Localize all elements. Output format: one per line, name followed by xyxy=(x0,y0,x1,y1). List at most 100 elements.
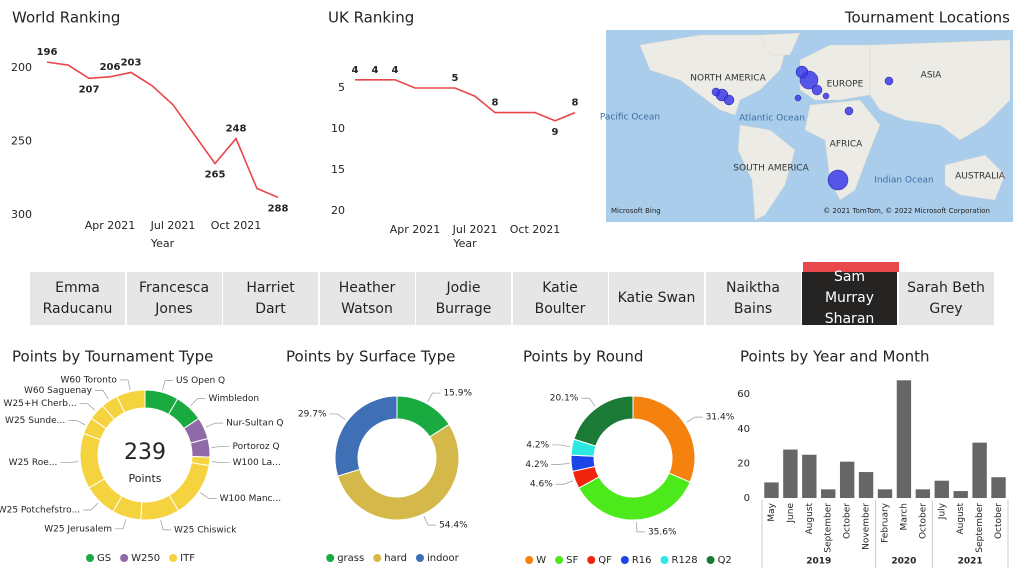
slicer-button[interactable]: Heather Watson xyxy=(319,272,416,325)
legend-marker xyxy=(326,554,335,562)
chart-title: Points by Tournament Type xyxy=(12,348,213,366)
slicer-button[interactable]: Harriet Dart xyxy=(223,272,319,325)
land xyxy=(737,124,796,221)
slice-label: US Open Q xyxy=(176,376,225,386)
x-tick-label: June xyxy=(786,503,796,524)
x-tick-label: October xyxy=(994,503,1004,539)
legend-label: Q2 xyxy=(718,555,732,566)
leader-line xyxy=(423,515,437,526)
y-tick-label: 5 xyxy=(338,81,345,94)
location-bubble[interactable] xyxy=(884,76,894,86)
x-tick-label: November xyxy=(862,503,872,550)
location-bubble[interactable] xyxy=(827,169,849,191)
leader-line xyxy=(205,422,224,428)
location-bubble[interactable] xyxy=(822,92,830,100)
leader-line xyxy=(162,380,174,391)
slicer-button[interactable]: Katie Boulter xyxy=(512,272,609,325)
slice-label: W25 Chiswick xyxy=(174,525,237,535)
leader-line xyxy=(555,480,574,485)
x-tick-label: September xyxy=(824,503,834,553)
slice-label: W100 Manc... xyxy=(220,494,281,504)
slicer-button[interactable]: Francesca Jones xyxy=(126,272,223,325)
slicer-button[interactable]: Sarah Beth Grey xyxy=(898,272,995,325)
bar xyxy=(972,442,987,498)
x-tick-label: Jul 2021 xyxy=(452,223,498,236)
total-label: Points xyxy=(128,472,161,485)
location-bubble[interactable] xyxy=(844,106,854,116)
chart-title: UK Ranking xyxy=(328,9,414,27)
data-label: 5 xyxy=(452,73,459,84)
leader-line xyxy=(119,379,131,390)
slice-label: W60 Toronto xyxy=(60,375,117,385)
leader-line xyxy=(329,413,346,421)
donut-slice xyxy=(337,423,460,521)
legend-label: R128 xyxy=(672,555,698,566)
map-label: EUROPE xyxy=(827,80,864,90)
leader-line xyxy=(551,463,570,465)
location-bubble[interactable] xyxy=(795,65,809,79)
data-label: 196 xyxy=(37,47,58,58)
donut-slice xyxy=(578,472,691,521)
leader-line xyxy=(60,461,79,463)
map-label: ASIA xyxy=(921,71,943,81)
location-bubble[interactable] xyxy=(711,87,721,97)
leader-line xyxy=(581,397,596,407)
slice-label: W25 Sunde... xyxy=(5,416,65,426)
leader-line xyxy=(427,392,441,402)
donut-slice xyxy=(334,395,398,477)
legend-label: W250 xyxy=(131,553,160,564)
land xyxy=(869,39,1011,141)
chart-title: World Ranking xyxy=(12,9,120,27)
legend-marker xyxy=(555,556,564,564)
map-label: Indian Ocean xyxy=(874,176,933,186)
location-bubble[interactable] xyxy=(723,94,735,106)
bar xyxy=(783,449,798,498)
y-tick-label: 200 xyxy=(11,61,32,74)
bar xyxy=(934,480,949,498)
land xyxy=(759,32,801,56)
donut-slice xyxy=(116,389,146,414)
y-tick-label: 60 xyxy=(737,389,750,400)
land xyxy=(944,154,1006,201)
land xyxy=(804,99,881,201)
slicer-button[interactable]: Naiktha Bains xyxy=(705,272,802,325)
slicer-button[interactable]: Katie Swan xyxy=(609,272,705,325)
map-label: NORTH AMERICA xyxy=(690,74,766,84)
legend-marker xyxy=(620,556,629,564)
legend-label: QF xyxy=(598,555,612,566)
location-bubble[interactable] xyxy=(794,94,802,102)
map-label: SOUTH AMERICA xyxy=(733,164,809,174)
map-title: Tournament Locations xyxy=(844,9,1010,27)
legend-label: grass xyxy=(337,553,364,564)
donut-slice xyxy=(632,395,696,483)
slicer-button[interactable]: Jodie Burrage xyxy=(416,272,512,325)
donut-slice xyxy=(168,462,210,512)
leader-line xyxy=(636,521,645,533)
bar xyxy=(953,491,968,498)
bar xyxy=(858,472,874,498)
chart-title: Points by Round xyxy=(523,348,643,366)
line xyxy=(355,79,576,122)
donut-slice xyxy=(79,432,106,489)
leader-line xyxy=(211,461,230,463)
slice-label: Nur-Sultan Q xyxy=(226,419,283,429)
slice-label: W25 Jerusalem xyxy=(44,524,112,534)
data-label: 9 xyxy=(552,127,559,138)
slice-label: W100 La... xyxy=(233,458,281,468)
chart-title: Points by Surface Type xyxy=(286,348,455,366)
slicer-button[interactable]: Sam Murray Sharan xyxy=(802,269,898,327)
map-label: Atlantic Ocean xyxy=(739,114,805,124)
location-bubble[interactable] xyxy=(811,84,823,96)
data-label: 8 xyxy=(492,98,499,109)
slicer-button[interactable]: Emma Raducanu xyxy=(30,272,126,325)
map-attribution: © 2021 TomTom, © 2022 Microsoft Corporat… xyxy=(823,207,990,215)
data-label: 4 xyxy=(352,65,359,76)
map-label: Pacific Ocean xyxy=(600,113,660,123)
x-tick-label: October xyxy=(918,503,928,539)
legend-label: hard xyxy=(384,553,407,564)
legend-label: indoor xyxy=(427,553,460,564)
bar xyxy=(991,477,1006,498)
x-tick-label: Apr 2021 xyxy=(390,223,441,236)
legend-marker xyxy=(169,554,178,562)
x-tick-label: July xyxy=(937,502,947,520)
